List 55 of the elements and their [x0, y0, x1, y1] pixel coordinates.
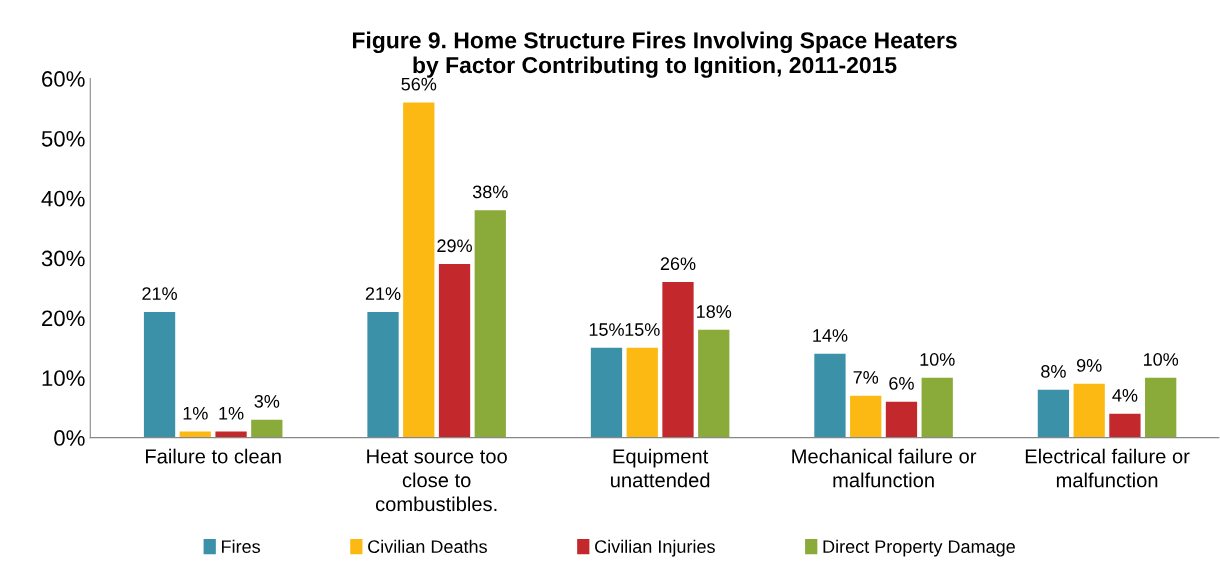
data-label: 26% [660, 257, 696, 271]
bar [850, 395, 882, 438]
bar [885, 401, 918, 438]
x-tick-label: Mechanical failure or malfunction [792, 448, 977, 488]
data-label: 21% [365, 287, 401, 300]
legend-label: Fires [222, 539, 260, 554]
bar [403, 102, 435, 438]
data-label: 56% [401, 77, 437, 91]
data-label: 9% [1076, 359, 1102, 372]
bar [814, 353, 846, 438]
data-label: 10% [1143, 353, 1179, 366]
data-label: 3% [254, 394, 280, 408]
bar [698, 329, 730, 438]
bar [1109, 413, 1141, 438]
x-tick-label: Electrical failure or malfunction [1025, 448, 1190, 488]
legend-label: Civilian Deaths [368, 539, 487, 554]
data-label: 8% [1041, 365, 1066, 378]
x-tick-label: Equipment unattended [611, 448, 710, 488]
data-label: 7% [853, 371, 879, 384]
bar [1073, 383, 1105, 438]
bar [626, 347, 658, 438]
bar [474, 210, 506, 438]
bar [921, 377, 953, 438]
bar [662, 282, 694, 438]
legend-label: Direct Property Damage [823, 539, 1015, 557]
y-tick-label: 60% [42, 71, 85, 87]
y-tick-label: 10% [42, 370, 85, 387]
data-label: 29% [437, 239, 472, 253]
x-tick-label: Heat source too close to combustibles. [367, 449, 507, 512]
data-label: 18% [697, 305, 732, 318]
bar [590, 347, 623, 438]
data-label: 6% [889, 376, 914, 390]
y-tick-label: 0% [54, 430, 85, 446]
x-tick-label: Failure to clean [146, 448, 281, 464]
bar [438, 264, 471, 438]
data-label: 38% [472, 185, 508, 199]
data-label: 15% [589, 323, 624, 336]
bar [1145, 377, 1177, 438]
y-tick-label: 30% [41, 250, 85, 267]
bar [143, 311, 176, 438]
chart-title: Figure 9. Home Structure Fires Involving Space Heaters by Factor Contributing to Ignition, 2011-2015 [352, 31, 957, 78]
y-tick-label: 40% [41, 190, 85, 207]
bar [367, 311, 399, 438]
data-label: 4% [1112, 389, 1138, 402]
legend-label: Civilian Injuries [595, 539, 715, 557]
data-label: 10% [920, 353, 955, 366]
data-label: 1% [183, 406, 208, 420]
data-label: 21% [142, 287, 177, 300]
data-label: 15% [625, 323, 660, 336]
y-tick-label: 50% [41, 130, 85, 147]
bar [1037, 389, 1070, 438]
bar [251, 419, 283, 438]
data-label: 14% [813, 329, 848, 342]
data-label: 1% [219, 406, 244, 420]
y-tick-label: 20% [42, 310, 85, 327]
